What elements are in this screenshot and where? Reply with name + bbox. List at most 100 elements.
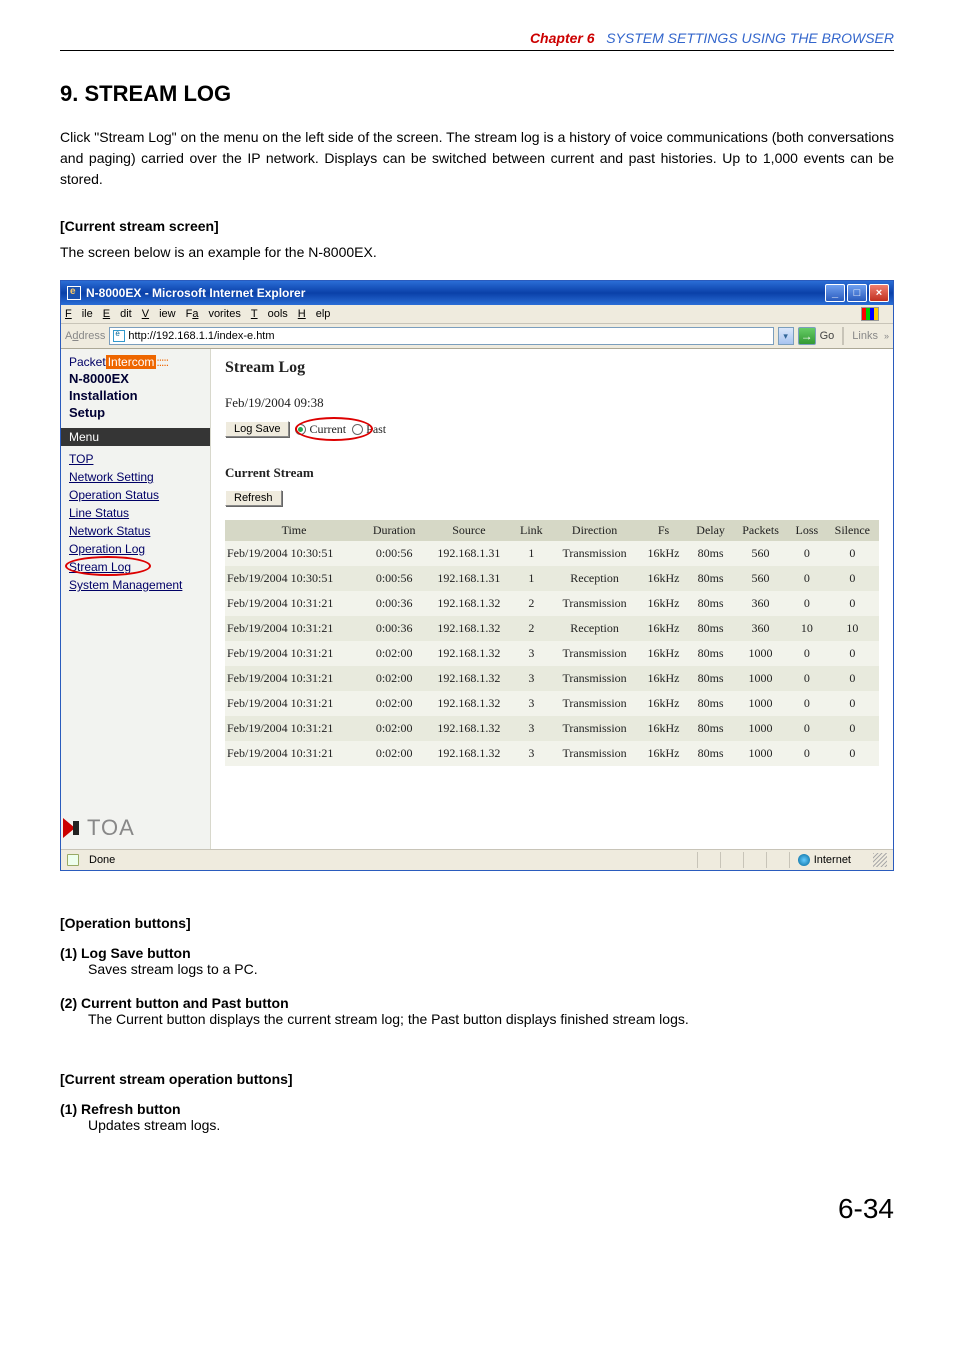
cell: 0 [826, 691, 879, 716]
col-link: Link [513, 520, 551, 541]
close-button[interactable]: × [869, 284, 889, 302]
radio-past[interactable]: Past [352, 422, 386, 437]
page-number: 6-34 [60, 1193, 894, 1225]
sidebar-link-network-setting[interactable]: Network Setting [69, 468, 206, 486]
doc-item-head: (2) Current button and Past button [60, 995, 894, 1011]
cell: Transmission [550, 741, 639, 766]
current-screen-heading: [Current stream screen] [60, 218, 894, 234]
resize-grip-icon [873, 853, 887, 867]
col-packets: Packets [733, 520, 788, 541]
cell: Transmission [550, 591, 639, 616]
browser-content: PacketIntercom::::: N-8000EX Installatio… [61, 349, 893, 849]
sidebar-link-network-status[interactable]: Network Status [69, 522, 206, 540]
doc-item-head: (1) Log Save button [60, 945, 894, 961]
sidebar-link-operation-status[interactable]: Operation Status [69, 486, 206, 504]
brand-part1: Packet [69, 355, 106, 369]
log-save-button[interactable]: Log Save [225, 421, 289, 437]
cell: Feb/19/2004 10:31:21 [225, 666, 363, 691]
brand-dots: ::::: [156, 355, 168, 369]
minimize-button[interactable]: _ [825, 284, 845, 302]
cell: 1000 [733, 716, 788, 741]
cell: 0:00:56 [363, 566, 425, 591]
col-loss: Loss [788, 520, 826, 541]
maximize-button[interactable]: □ [847, 284, 867, 302]
menu-tools[interactable]: Tools [251, 308, 288, 320]
cell: Transmission [550, 666, 639, 691]
sidebar-link-stream-log[interactable]: Stream Log [69, 558, 206, 576]
cell: 0 [788, 566, 826, 591]
cell: Feb/19/2004 10:31:21 [225, 616, 363, 641]
chapter-line: Chapter 6 SYSTEM SETTINGS USING THE BROW… [60, 30, 894, 46]
links-chevron-icon[interactable]: » [884, 331, 889, 341]
refresh-row: Refresh [225, 489, 879, 506]
status-zone: Internet [814, 854, 851, 866]
cell: 192.168.1.32 [425, 741, 512, 766]
cell: 192.168.1.32 [425, 691, 512, 716]
radio-past-label: Past [366, 422, 386, 437]
cell: 80ms [688, 691, 733, 716]
cell: 0:00:56 [363, 541, 425, 566]
cell: 16kHz [639, 591, 688, 616]
radio-current[interactable]: Current [295, 422, 346, 437]
cell: 80ms [688, 541, 733, 566]
menu-file[interactable]: File [65, 308, 93, 320]
cell: 16kHz [639, 666, 688, 691]
cell: 10 [826, 616, 879, 641]
cell: 192.168.1.32 [425, 591, 512, 616]
cell: 80ms [688, 666, 733, 691]
go-button[interactable]: → [798, 327, 816, 345]
cell: 360 [733, 591, 788, 616]
cell: 16kHz [639, 566, 688, 591]
table-row: Feb/19/2004 10:31:210:02:00192.168.1.323… [225, 691, 879, 716]
cell: 192.168.1.31 [425, 566, 512, 591]
menu-help[interactable]: Help [298, 308, 331, 320]
sidebar-link-line-status[interactable]: Line Status [69, 504, 206, 522]
sidebar-menu-header: Menu [61, 428, 210, 446]
stream-log-table: TimeDurationSourceLinkDirectionFsDelayPa… [225, 520, 879, 766]
cell: 0:02:00 [363, 691, 425, 716]
cell: 0 [826, 666, 879, 691]
col-time: Time [225, 520, 363, 541]
sidebar-link-system-management[interactable]: System Management [69, 576, 206, 594]
status-bar: Done Internet [61, 849, 893, 870]
cell: 0 [826, 741, 879, 766]
page-timestamp: Feb/19/2004 09:38 [225, 395, 879, 411]
cell: 16kHz [639, 541, 688, 566]
doc-item-body: Updates stream logs. [60, 1117, 894, 1133]
current-op-buttons-heading: [Current stream operation buttons] [60, 1071, 894, 1087]
cell: 80ms [688, 716, 733, 741]
main-panel: Stream Log Feb/19/2004 09:38 Log Save Cu… [211, 349, 893, 849]
cell: 80ms [688, 616, 733, 641]
status-cell-4 [766, 852, 783, 868]
cell: Transmission [550, 541, 639, 566]
windows-flag-icon [861, 307, 879, 321]
main-title: Stream Log [225, 359, 879, 377]
cell: 1000 [733, 741, 788, 766]
sidebar-model: N-8000EX [69, 371, 206, 386]
menu-edit[interactable]: Edit [103, 308, 132, 320]
status-zone-cell: Internet [789, 852, 859, 868]
menu-favorites[interactable]: Favorites [186, 308, 241, 320]
sidebar-link-top[interactable]: TOP [69, 450, 206, 468]
cell: 192.168.1.32 [425, 641, 512, 666]
cell: 1000 [733, 691, 788, 716]
sidebar-setup: Setup [69, 405, 206, 420]
sidebar-link-operation-log[interactable]: Operation Log [69, 540, 206, 558]
radio-current-dot [295, 424, 306, 435]
cell: Feb/19/2004 10:31:21 [225, 741, 363, 766]
menu-view[interactable]: View [142, 308, 176, 320]
chapter-number: Chapter 6 [530, 30, 595, 46]
chapter-title: SYSTEM SETTINGS USING THE BROWSER [606, 30, 894, 46]
address-input[interactable]: http://192.168.1.1/index-e.htm [109, 327, 773, 345]
header-rule [60, 50, 894, 51]
refresh-button[interactable]: Refresh [225, 490, 282, 506]
browser-window: N-8000EX - Microsoft Internet Explorer _… [60, 280, 894, 871]
table-row: Feb/19/2004 10:31:210:00:36192.168.1.322… [225, 591, 879, 616]
go-label: Go [820, 330, 835, 342]
cell: Transmission [550, 691, 639, 716]
cell: 192.168.1.32 [425, 716, 512, 741]
cell: 0 [788, 691, 826, 716]
address-dropdown[interactable]: ▾ [778, 327, 794, 345]
cell: 10 [788, 616, 826, 641]
cell: Reception [550, 616, 639, 641]
